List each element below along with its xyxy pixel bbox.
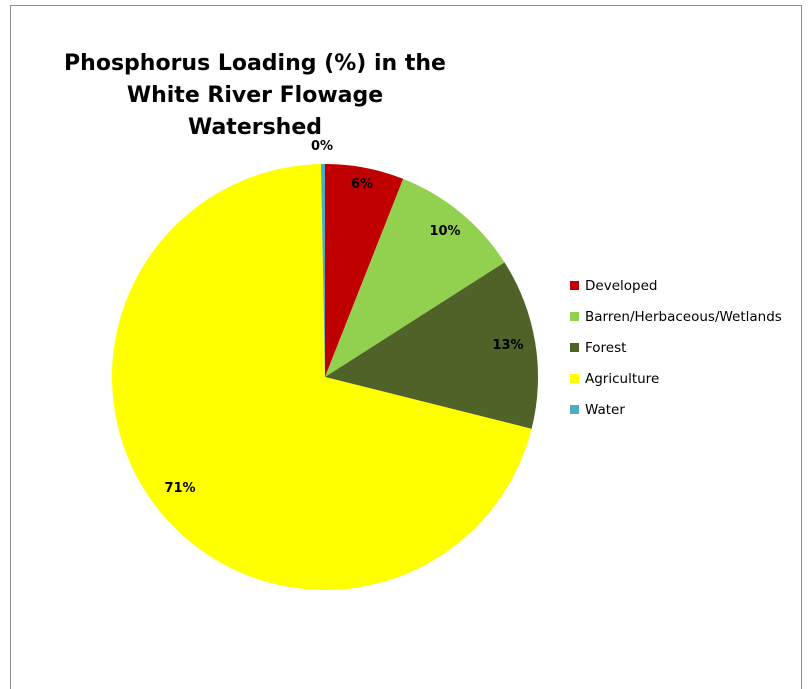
legend-swatch (570, 312, 579, 321)
chart-title-line-2: White River Flowage Watershed (126, 83, 384, 140)
legend-item-barren-herbaceous-wetlands: Barren/Herbaceous/Wetlands (570, 306, 782, 327)
data-label-barren-herbaceous-wetlands: 10% (429, 224, 460, 239)
legend-label: Agriculture (585, 370, 660, 387)
legend-label: Water (585, 401, 625, 418)
legend-swatch (570, 281, 579, 290)
legend-swatch (570, 405, 579, 414)
chart-legend: Developed Barren/Herbaceous/Wetlands For… (570, 275, 782, 430)
pie-slice-developed (325, 164, 404, 377)
legend-item-forest: Forest (570, 337, 782, 358)
chart-title-line-1: Phosphorus Loading (%) in the (64, 51, 446, 76)
data-label-developed: 6% (351, 177, 373, 192)
pie-slice-agriculture (111, 164, 532, 591)
data-label-water: 0% (311, 139, 333, 154)
pie-slice-water (320, 164, 325, 377)
legend-label: Developed (585, 277, 658, 294)
legend-label: Forest (585, 339, 627, 356)
legend-item-water: Water (570, 399, 782, 420)
data-label-forest: 13% (492, 338, 523, 353)
data-label-agriculture: 71% (164, 481, 195, 496)
pie-slice-forest (325, 262, 538, 429)
legend-item-developed: Developed (570, 275, 782, 296)
chart-title: Phosphorus Loading (%) in the White Rive… (60, 48, 450, 144)
legend-swatch (570, 374, 579, 383)
legend-label: Barren/Herbaceous/Wetlands (585, 308, 782, 325)
pie-slice-barren-herbaceous-wetlands (325, 178, 505, 377)
legend-swatch (570, 343, 579, 352)
legend-item-agriculture: Agriculture (570, 368, 782, 389)
